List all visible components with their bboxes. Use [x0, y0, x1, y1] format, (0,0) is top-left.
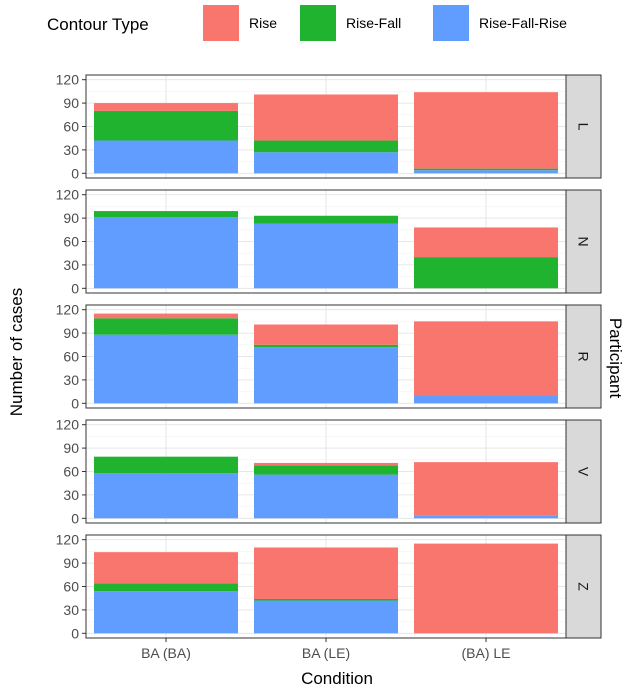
facet-strip-label-Z: Z	[576, 582, 592, 591]
bar-L-rise-2	[414, 92, 558, 169]
y-tick-label: 120	[56, 72, 80, 88]
y-tick-label: 30	[63, 602, 79, 618]
legend-title: Contour Type	[47, 15, 149, 34]
y-tick-label: 120	[56, 532, 80, 548]
bar-Z-rise-1	[254, 547, 398, 599]
facet-strip	[565, 74, 602, 179]
facet-panel-R: 0 30 60 90 120 R	[56, 302, 602, 411]
bar-L-rise-fall-rise-2	[414, 170, 558, 174]
y-tick-label: 0	[71, 510, 79, 526]
x-tick-label: BA (BA)	[141, 645, 191, 661]
bar-Z-rise-0	[94, 552, 238, 584]
bar-L-rise-fall-rise-1	[254, 152, 398, 174]
bar-R-rise-fall-rise-2	[414, 395, 558, 404]
bar-R-rise-0	[94, 313, 238, 319]
facet-panel-V: 0 30 60 90 120 V	[56, 417, 602, 526]
bar-N-rise-2	[414, 227, 558, 258]
bar-Z-rise-fall-rise-1	[254, 600, 398, 634]
bar-R-rise-fall-rise-1	[254, 347, 398, 404]
facet-strip-title: Participant	[606, 318, 625, 399]
legend-key-rise	[203, 5, 239, 41]
facet-panels: 0 30 60 90 120 L 0 30 60 90 120 N 0 30 60 90 120 R 0 30 60 90…	[56, 72, 602, 641]
legend-label-rise-fall-rise: Rise-Fall-Rise	[479, 15, 567, 31]
y-tick-label: 90	[63, 210, 79, 226]
bar-V-rise-2	[414, 462, 558, 516]
x-tick-label: (BA) LE	[461, 645, 510, 661]
bar-L-rise-fall-rise-0	[94, 140, 238, 174]
bar-Z-rise-fall-rise-0	[94, 591, 238, 634]
y-tick-label: 120	[56, 187, 80, 203]
bar-N-rise-fall-1	[254, 215, 398, 224]
y-tick-label: 0	[71, 625, 79, 641]
y-tick-label: 90	[63, 555, 79, 571]
facet-strip-label-N: N	[576, 236, 592, 246]
y-tick-label: 90	[63, 440, 79, 456]
facet-panel-L: 0 30 60 90 120 L	[56, 72, 602, 181]
y-axis-title: Number of cases	[7, 288, 26, 417]
facet-strip	[565, 419, 602, 524]
y-tick-label: 30	[63, 142, 79, 158]
bar-N-rise-fall-rise-0	[94, 217, 238, 289]
facet-strip-label-L: L	[576, 123, 592, 131]
y-tick-label: 120	[56, 302, 80, 318]
legend: Contour Type Rise Rise-Fall Rise-Fall-Rise	[47, 5, 567, 41]
legend-label-rise-fall: Rise-Fall	[346, 15, 401, 31]
y-tick-label: 30	[63, 257, 79, 273]
bar-V-rise-fall-0	[94, 456, 238, 474]
facet-strip	[565, 534, 602, 639]
bar-Z-rise-2	[414, 543, 558, 634]
y-tick-label: 60	[63, 234, 79, 250]
bar-R-rise-1	[254, 324, 398, 345]
y-tick-label: 60	[63, 119, 79, 135]
bar-N-rise-fall-0	[94, 211, 238, 218]
bar-V-rise-1	[254, 462, 398, 466]
x-axis: BA (BA) BA (LE) (BA) LE	[141, 638, 511, 661]
y-tick-label: 0	[71, 165, 79, 181]
bar-R-rise-fall-0	[94, 318, 238, 335]
x-tick-label: BA (LE)	[302, 645, 350, 661]
bar-N-rise-fall-2	[414, 257, 558, 289]
y-tick-label: 60	[63, 579, 79, 595]
legend-key-rise-fall-rise	[433, 5, 469, 41]
bar-R-rise-2	[414, 321, 558, 396]
facet-strip-label-V: V	[576, 467, 592, 477]
y-tick-label: 90	[63, 95, 79, 111]
legend-label-rise: Rise	[249, 15, 277, 31]
y-tick-label: 60	[63, 349, 79, 365]
bar-V-rise-fall-1	[254, 465, 398, 475]
y-tick-label: 60	[63, 464, 79, 480]
bar-V-rise-fall-rise-1	[254, 474, 398, 519]
y-tick-label: 120	[56, 417, 80, 433]
legend-key-rise-fall	[300, 5, 336, 41]
bar-L-rise-1	[254, 94, 398, 141]
facet-strip-label-R: R	[576, 351, 592, 361]
y-tick-label: 30	[63, 487, 79, 503]
bar-L-rise-fall-1	[254, 140, 398, 153]
bar-Z-rise-fall-1	[254, 598, 398, 601]
bar-V-rise-fall-rise-0	[94, 473, 238, 519]
bar-R-rise-fall-rise-0	[94, 334, 238, 404]
bar-L-rise-fall-0	[94, 110, 238, 141]
bar-N-rise-fall-rise-1	[254, 223, 398, 289]
y-tick-label: 0	[71, 395, 79, 411]
bar-Z-rise-fall-0	[94, 583, 238, 592]
facet-strip	[565, 189, 602, 294]
bar-L-rise-fall-2	[414, 168, 558, 171]
y-tick-label: 30	[63, 372, 79, 388]
facet-panel-N: 0 30 60 90 120 N	[56, 187, 602, 296]
y-tick-label: 0	[71, 280, 79, 296]
bar-R-rise-fall-1	[254, 344, 398, 348]
bar-V-rise-fall-rise-2	[414, 515, 558, 519]
facet-strip	[565, 304, 602, 409]
x-axis-title: Condition	[301, 669, 373, 688]
facet-panel-Z: 0 30 60 90 120 Z	[56, 532, 602, 641]
bar-L-rise-0	[94, 103, 238, 111]
y-tick-label: 90	[63, 325, 79, 341]
